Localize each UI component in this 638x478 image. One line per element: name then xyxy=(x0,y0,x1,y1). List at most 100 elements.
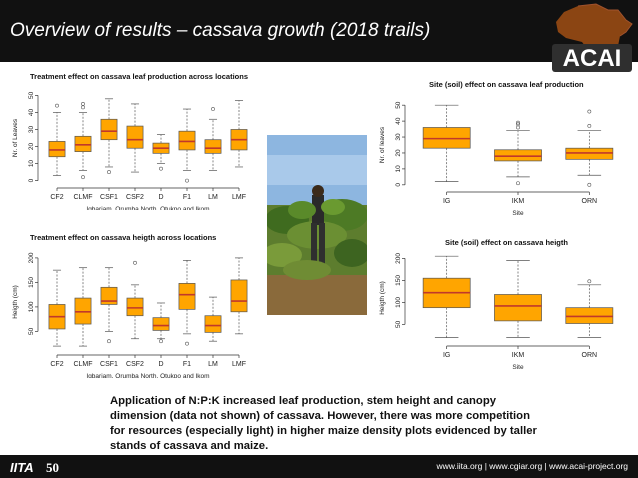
x-tick-label: F1 xyxy=(183,361,191,368)
y-tick-label: 50 xyxy=(395,320,402,328)
x-axis-label: Igbariam, Orumba North, Otukpo and Ikom xyxy=(86,373,209,378)
box-iqr xyxy=(494,294,542,322)
outlier-point xyxy=(55,103,59,108)
box-CLMF xyxy=(74,102,92,180)
x-tick-label: LMF xyxy=(232,194,246,201)
y-tick-label: 30 xyxy=(28,125,35,133)
outlier-point xyxy=(587,279,592,284)
x-tick-label: LM xyxy=(208,361,218,368)
x-tick-label: CSF2 xyxy=(126,361,144,368)
chart-canvas: 0 10 20 30 40 50 IG IKM ORN Site Nr. of leaves xyxy=(379,101,614,217)
box-LM xyxy=(204,296,222,342)
y-tick-label: 100 xyxy=(395,297,402,308)
box-iqr xyxy=(204,139,222,154)
outlier-point xyxy=(516,125,520,130)
y-tick-label: 20 xyxy=(28,143,35,151)
box-F1 xyxy=(178,260,196,346)
outlier-point xyxy=(81,102,85,106)
height-site-chart: 50 100 150 200 IG IKM ORN Site Heigth (cm) Site … xyxy=(375,238,633,376)
logo-text: ACAI xyxy=(563,45,622,72)
outlier-point xyxy=(587,123,592,128)
chart-title: Treatment effect on cassava heigth acros… xyxy=(30,233,217,242)
box-IG xyxy=(422,104,471,182)
height-treatment-chart: 50 100 150 200 CF2 CLMF CSF1 CSF2 D F1 LM LMF Igbari… xyxy=(8,233,260,378)
outlier-point xyxy=(159,166,163,171)
box-iqr xyxy=(230,279,248,313)
y-tick-label: 200 xyxy=(28,252,35,263)
outlier-point xyxy=(516,181,520,186)
box-IKM xyxy=(494,120,542,186)
x-tick-label: CSF1 xyxy=(100,361,118,368)
chart-title: Site (soil) effect on cassava heigth xyxy=(445,238,568,247)
y-tick-label: 0 xyxy=(395,183,402,187)
y-tick-label: 50 xyxy=(395,101,402,109)
chart-title: Site (soil) effect on cassava leaf produ… xyxy=(429,80,584,89)
x-tick-label: D xyxy=(158,361,163,368)
outlier-point xyxy=(81,175,85,180)
x-tick-label: LMF xyxy=(232,361,246,368)
box-CF2 xyxy=(48,269,66,347)
anniversary-logo-icon: 50 xyxy=(46,460,59,475)
x-tick-label: CF2 xyxy=(50,361,63,368)
y-tick-label: 40 xyxy=(395,117,402,125)
box-D xyxy=(152,302,170,344)
outlier-point xyxy=(516,122,520,127)
x-tick-label: IG xyxy=(443,352,450,359)
x-tick-label: IKM xyxy=(512,198,525,205)
y-tick-label: 10 xyxy=(28,160,35,168)
y-tick-label: 20 xyxy=(395,149,402,157)
y-tick-label: 150 xyxy=(395,275,402,286)
x-tick-label: CF2 xyxy=(50,194,63,201)
box-IG xyxy=(422,255,471,338)
box-CSF2 xyxy=(126,260,144,340)
x-axis-label: Site xyxy=(512,364,524,371)
box-iqr xyxy=(74,135,92,152)
x-tick-label: CSF2 xyxy=(126,194,144,201)
box-ORN xyxy=(565,109,614,187)
y-tick-label: 150 xyxy=(28,277,35,288)
x-tick-label: ORN xyxy=(582,198,598,205)
chart-canvas: 0 10 20 30 40 50 CF2 CLMF CSF1 CSF2 D F1 LM LMF Igbari… xyxy=(12,91,248,210)
box-iqr xyxy=(178,130,196,151)
footer-links: www.iita.org | www.cgiar.org | www.acai-… xyxy=(436,461,628,471)
outlier-point xyxy=(185,341,189,346)
slide-footer: IITA 50 www.iita.org | www.cgiar.org | w… xyxy=(0,455,638,478)
iita-logo-text: IITA xyxy=(10,460,34,475)
box-CLMF xyxy=(74,267,92,347)
x-axis-label: Igbariam, Orumba North, Otukpo and Ikom xyxy=(86,206,209,210)
leaf-treatment-chart: 0 10 20 30 40 50 CF2 CLMF CSF1 CSF2 D F1 LM LMF Igbari… xyxy=(8,72,260,210)
box-iqr xyxy=(100,286,118,305)
y-tick-label: 0 xyxy=(28,178,35,182)
x-tick-label: LM xyxy=(208,194,218,201)
box-F1 xyxy=(178,108,196,183)
y-tick-label: 10 xyxy=(395,165,402,173)
chart-title: Treatment effect on cassava leaf product… xyxy=(30,72,248,81)
box-iqr xyxy=(178,283,196,310)
outlier-point xyxy=(107,170,111,174)
outlier-point xyxy=(516,120,520,125)
y-tick-label: 50 xyxy=(28,327,35,335)
box-D xyxy=(152,134,170,171)
box-CSF1 xyxy=(100,267,118,344)
box-iqr xyxy=(48,141,66,158)
outlier-point xyxy=(107,339,111,344)
box-IKM xyxy=(494,260,542,338)
x-axis-label: Site xyxy=(512,210,524,217)
box-LM xyxy=(204,107,222,171)
y-tick-label: 50 xyxy=(28,91,35,99)
summary-text: Application of N:P:K increased leaf prod… xyxy=(110,395,537,452)
box-ORN xyxy=(565,279,614,338)
slide-title: Overview of results – cassava growth (20… xyxy=(10,20,431,41)
outlier-point xyxy=(587,182,592,187)
cassava-field-photo xyxy=(267,135,367,315)
x-tick-label: D xyxy=(158,194,163,201)
x-tick-label: CLMF xyxy=(73,361,92,368)
chart-canvas: 50 100 150 200 IG IKM ORN Site Heigth (cm) xyxy=(379,253,614,371)
box-CSF2 xyxy=(126,103,144,173)
x-tick-label: IG xyxy=(443,198,450,205)
outlier-point xyxy=(185,178,189,183)
box-iqr xyxy=(152,317,170,331)
y-tick-label: 30 xyxy=(395,133,402,141)
x-tick-label: CSF1 xyxy=(100,194,118,201)
y-axis-label: Nr. of Leaves xyxy=(12,118,19,157)
